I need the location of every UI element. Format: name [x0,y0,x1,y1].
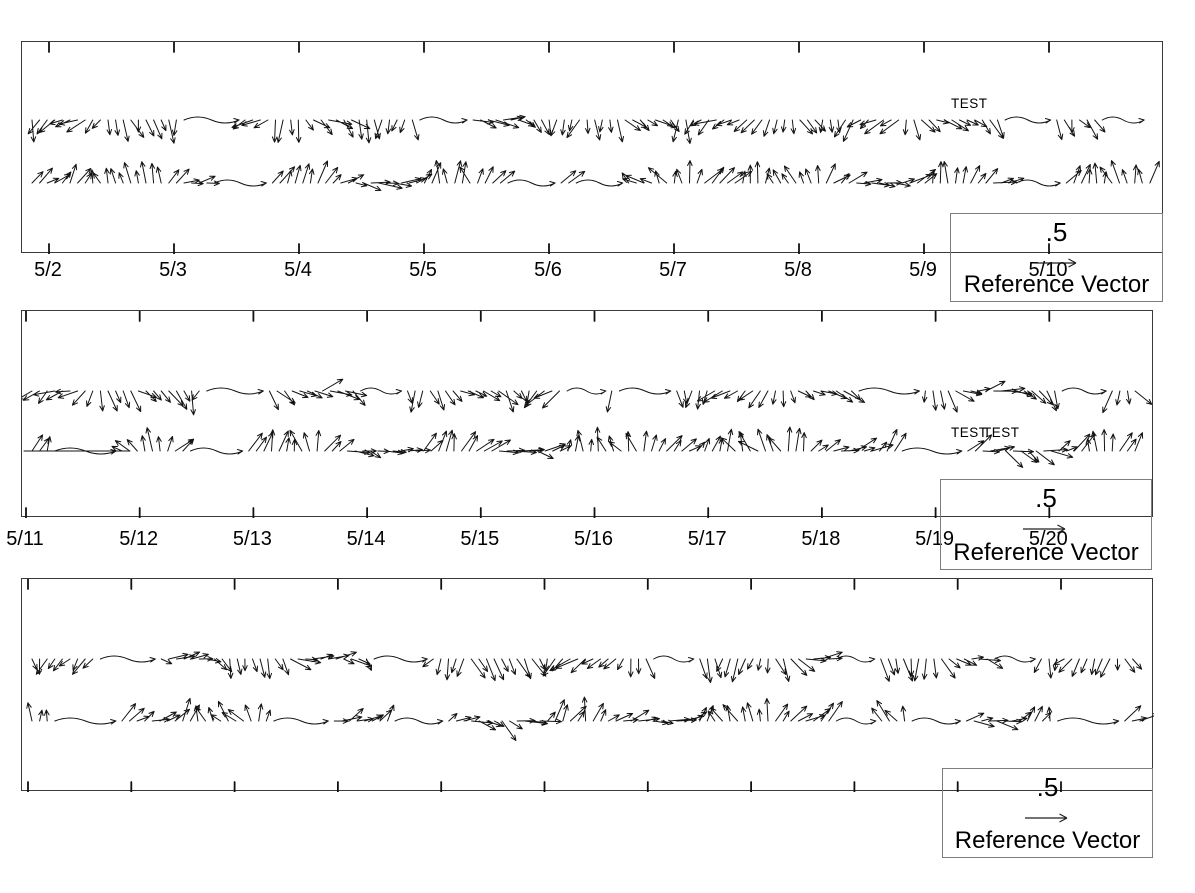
test-annotation-2a: TEST [951,425,988,440]
reference-arrow-icon [1033,258,1076,268]
x-tick-label: 5/18 [801,528,841,550]
reference-vector-caption: Reference Vector [954,827,1141,854]
reference-vector-caption: Reference Vector [963,271,1150,298]
x-tick-label: 5/14 [346,528,386,550]
vector-panel-2 [21,310,1153,518]
reference-vector-box-2: .5 Reference Vector [940,479,1152,570]
reference-vector-caption: Reference Vector [953,539,1139,566]
x-tick-label: 5/16 [574,528,613,550]
x-tick-label: 5/8 [784,259,812,281]
x-tick-label: 5/20 [1028,528,1068,550]
test-annotation-2b: TEST [983,425,1020,440]
x-tick-label: 5/3 [159,259,187,281]
x-tick-label: 5/9 [909,259,937,281]
reference-vector-box-3: .5 Reference Vector [942,768,1153,858]
reference-arrow-icon [1023,524,1066,534]
x-tick-label: 5/11 [6,528,44,550]
reference-magnitude-label: .5 [1036,772,1059,802]
x-tick-label: 5/5 [409,259,437,281]
x-tick-label: 5/15 [460,528,500,550]
reference-magnitude-label: .5 [1035,483,1057,513]
x-tick-label: 5/7 [659,259,687,281]
vector-field-2 [22,311,1153,518]
x-tick-label: 5/6 [534,259,562,281]
reference-vector-box-1: .5 Reference Vector [950,213,1163,302]
reference-magnitude-label: .5 [1045,217,1068,247]
vector-field-3 [26,579,1154,792]
vector-panel-1 [21,41,1163,254]
x-tick-label: 5/12 [119,528,159,550]
x-tick-label: 5/13 [232,528,272,550]
x-tick-label: 5/4 [284,259,312,281]
x-tick-label: 5/19 [915,528,955,550]
vector-field-1 [27,42,1160,254]
x-tick-label: 5/17 [687,528,727,550]
reference-arrow-icon [1024,813,1067,823]
x-tick-label: 5/2 [34,259,62,281]
x-tick-label: 5/10 [1028,259,1068,281]
test-annotation-1: TEST [951,96,988,111]
vector-panel-3 [21,578,1154,792]
